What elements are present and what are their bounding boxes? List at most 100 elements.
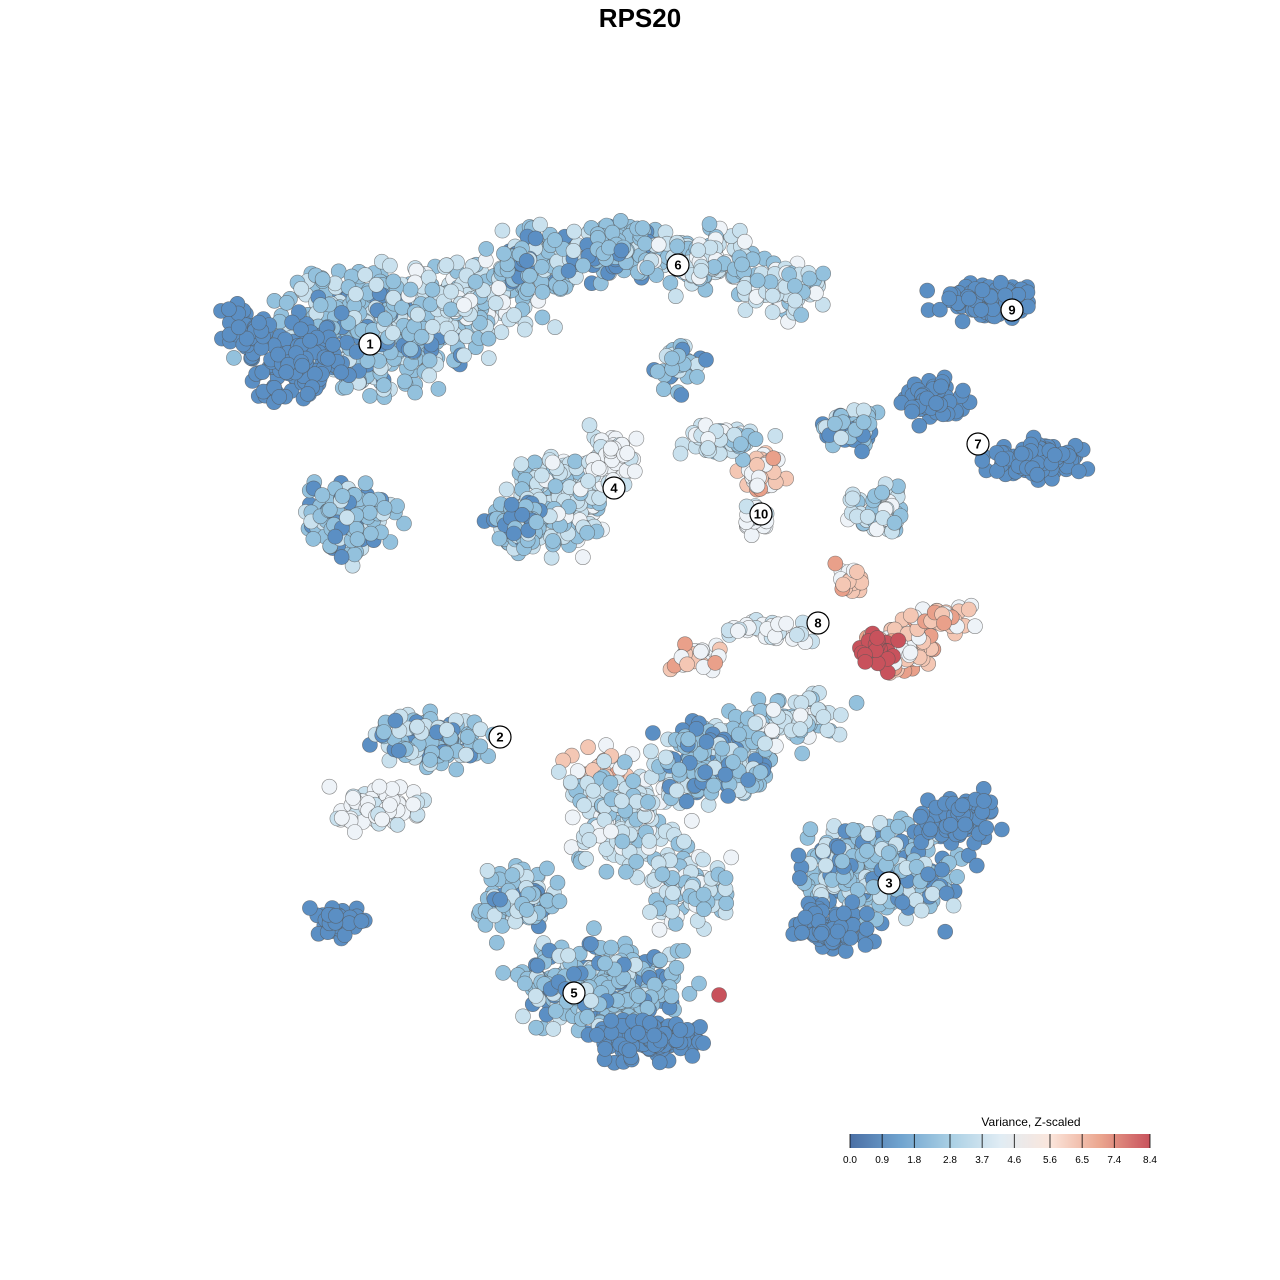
data-point [528, 514, 545, 530]
data-point [376, 724, 392, 740]
data-point [456, 297, 472, 313]
data-point [740, 772, 757, 788]
data-point [459, 729, 476, 745]
data-point [528, 1019, 544, 1036]
data-point [597, 1041, 613, 1057]
data-point [945, 897, 962, 914]
data-point [937, 923, 954, 940]
cluster-label-6: 6 [666, 253, 690, 277]
data-point [409, 718, 426, 735]
data-point [675, 942, 691, 959]
data-point [904, 403, 920, 420]
data-point [532, 216, 548, 233]
data-point [960, 601, 977, 618]
data-point [628, 853, 645, 870]
data-point [384, 781, 400, 797]
data-point [919, 282, 936, 299]
legend-tick-label: 0.9 [875, 1155, 889, 1166]
data-point [362, 525, 379, 542]
data-point [954, 313, 971, 330]
data-point [583, 992, 599, 1009]
data-point [545, 533, 561, 549]
data-point [547, 319, 563, 336]
data-point [583, 936, 599, 952]
data-point [505, 525, 522, 542]
data-point [579, 524, 596, 541]
data-point [954, 797, 971, 814]
data-point [676, 833, 692, 850]
data-point [662, 275, 679, 291]
data-point [625, 773, 642, 789]
data-point [859, 905, 875, 922]
data-point [549, 874, 566, 891]
data-point [503, 496, 520, 513]
data-point [533, 467, 550, 484]
data-point [443, 330, 460, 346]
data-point [619, 445, 636, 461]
data-point [890, 632, 907, 649]
data-points [213, 213, 1096, 1071]
data-point [478, 241, 495, 257]
data-point [487, 295, 504, 312]
data-point [374, 811, 390, 828]
data-point [238, 330, 255, 347]
data-point [560, 947, 577, 964]
data-point [396, 373, 413, 390]
data-point [347, 286, 364, 302]
data-point [579, 1009, 596, 1025]
data-point [787, 292, 803, 309]
legend-tick-label: 7.4 [1107, 1155, 1121, 1166]
data-point [834, 853, 851, 870]
data-point [765, 701, 782, 718]
data-point [757, 735, 773, 752]
data-point [494, 222, 511, 239]
data-point [567, 453, 583, 470]
data-point [327, 528, 344, 545]
cluster-label-text: 4 [610, 481, 618, 496]
data-point [565, 243, 582, 259]
data-point [458, 746, 474, 763]
data-point [860, 825, 877, 842]
data-point [305, 531, 322, 547]
data-point [506, 307, 522, 323]
data-point [312, 297, 329, 313]
data-point [333, 809, 350, 826]
cluster-label-text: 2 [496, 730, 503, 745]
data-point [407, 384, 423, 401]
data-point [346, 824, 363, 840]
data-point [942, 816, 959, 833]
data-point [472, 738, 489, 755]
data-point [422, 752, 439, 768]
data-point [302, 332, 318, 349]
data-point [698, 352, 714, 368]
data-point [705, 777, 722, 794]
data-point [955, 382, 971, 399]
data-point [271, 389, 288, 405]
data-point [886, 514, 903, 531]
data-point [596, 753, 613, 769]
data-point [734, 256, 750, 273]
data-point [683, 812, 700, 829]
data-point [934, 861, 950, 878]
data-point [922, 821, 939, 838]
data-point [357, 267, 374, 283]
data-point [794, 745, 811, 762]
data-point [562, 774, 579, 791]
data-point [543, 549, 560, 566]
data-point [641, 833, 658, 849]
data-point [534, 309, 551, 326]
data-point [928, 395, 945, 412]
data-point [299, 386, 316, 402]
data-point [920, 866, 937, 883]
data-point [792, 721, 808, 737]
data-point [566, 223, 582, 240]
data-point [974, 282, 991, 298]
data-point [973, 302, 990, 318]
data-point [837, 943, 854, 959]
data-point [390, 742, 407, 759]
data-point [701, 216, 718, 232]
data-point [333, 549, 350, 565]
data-point [849, 564, 865, 580]
data-point [521, 267, 538, 284]
cluster-label-text: 8 [814, 616, 821, 631]
